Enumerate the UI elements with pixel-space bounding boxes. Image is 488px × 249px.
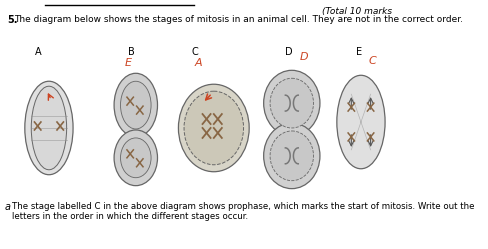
Text: 5.: 5. [7, 15, 18, 25]
Ellipse shape [269, 78, 313, 128]
Ellipse shape [269, 131, 313, 181]
Ellipse shape [114, 73, 157, 137]
Text: The diagram below shows the stages of mitosis in an animal cell. They are not in: The diagram below shows the stages of mi… [14, 15, 463, 24]
Text: C: C [368, 56, 376, 66]
Ellipse shape [31, 86, 66, 170]
Text: A: A [194, 58, 202, 68]
Text: A: A [34, 47, 41, 57]
Ellipse shape [120, 138, 151, 178]
Ellipse shape [183, 91, 243, 165]
Ellipse shape [336, 75, 384, 169]
Text: (Total 10 marks: (Total 10 marks [322, 7, 391, 16]
Text: E: E [355, 47, 362, 57]
Text: E: E [124, 58, 131, 68]
Ellipse shape [114, 130, 157, 186]
Ellipse shape [263, 123, 319, 189]
Text: D: D [285, 47, 292, 57]
Ellipse shape [178, 84, 249, 172]
Text: C: C [191, 47, 198, 57]
Ellipse shape [263, 70, 319, 136]
Text: D: D [299, 52, 308, 62]
Text: The stage labelled C in the above diagram shows prophase, which marks the start : The stage labelled C in the above diagra… [12, 202, 473, 221]
Text: B: B [127, 47, 134, 57]
Ellipse shape [120, 81, 151, 129]
Ellipse shape [25, 81, 73, 175]
Text: a: a [5, 202, 11, 212]
